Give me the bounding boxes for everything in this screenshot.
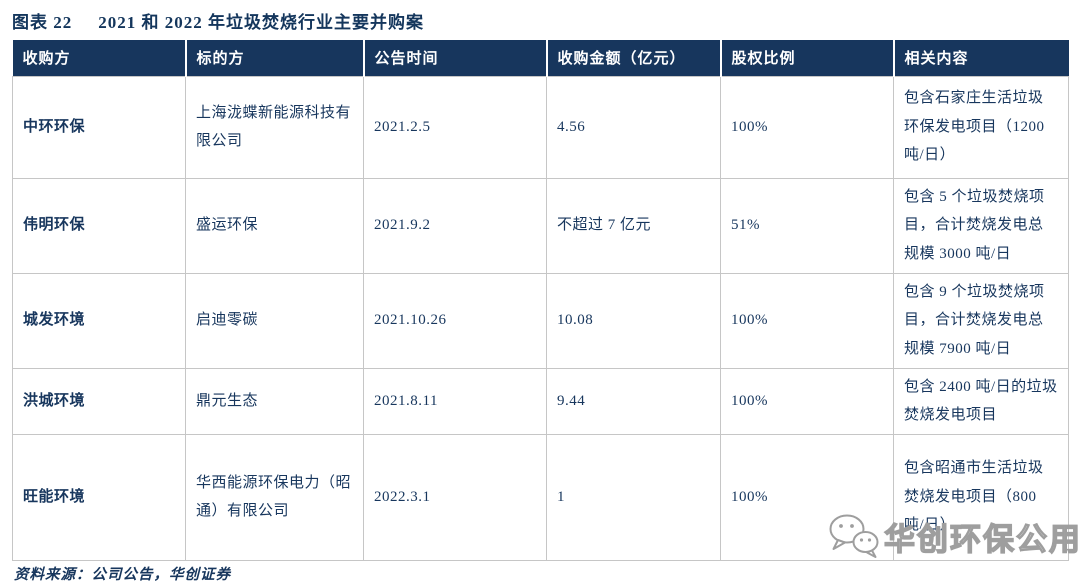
wechat-icon [826, 512, 880, 560]
figure-caption: 2021 和 2022 年垃圾焚烧行业主要并购案 [98, 13, 424, 32]
col-header-date: 公告时间 [362, 40, 547, 76]
cell-date: 2021.9.2 [363, 177, 547, 274]
table-row: 洪城环境 鼎元生态 2021.8.11 9.44 100% 包含 2400 吨/… [12, 367, 1069, 435]
col-header-amount: 收购金额（亿元） [545, 40, 721, 76]
cell-content: 包含石家庄生活垃圾环保发电项目（1200 吨/日） [893, 75, 1069, 179]
cell-target: 鼎元生态 [185, 367, 364, 435]
table-row: 中环环保 上海泷蝶新能源科技有限公司 2021.2.5 4.56 100% 包含… [12, 75, 1069, 179]
col-header-equity: 股权比例 [719, 40, 894, 76]
ma-table: 收购方 标的方 公告时间 收购金额（亿元） 股权比例 相关内容 中环环保 上海泷… [12, 40, 1069, 561]
cell-amount: 10.08 [546, 272, 721, 369]
cell-acquirer: 旺能环境 [12, 433, 186, 561]
cell-amount: 不超过 7 亿元 [546, 177, 721, 274]
cell-acquirer: 城发环境 [12, 272, 186, 369]
watermark-label: 华创环保公用 [883, 521, 1080, 557]
figure-number: 图表 22 [12, 13, 73, 32]
cell-acquirer: 伟明环保 [12, 177, 186, 274]
cell-target: 启迪零碳 [185, 272, 364, 369]
col-header-target: 标的方 [184, 40, 364, 76]
table-row: 城发环境 启迪零碳 2021.10.26 10.08 100% 包含 9 个垃圾… [12, 272, 1069, 369]
cell-content: 包含 2400 吨/日的垃圾焚烧发电项目 [893, 367, 1069, 435]
cell-acquirer: 洪城环境 [12, 367, 186, 435]
cell-amount: 9.44 [546, 367, 721, 435]
cell-content: 包含 9 个垃圾焚烧项目，合计焚烧发电总规模 7900 吨/日 [893, 272, 1069, 369]
cell-date: 2021.10.26 [363, 272, 547, 369]
cell-date: 2021.8.11 [363, 367, 547, 435]
cell-equity: 51% [720, 177, 894, 274]
table-row: 旺能环境 华西能源环保电力（昭通）有限公司 2022.3.1 1 100% 包含… [12, 433, 1069, 561]
cell-date: 2022.3.1 [363, 433, 547, 561]
cell-target: 华西能源环保电力（昭通）有限公司 [185, 433, 364, 561]
source-note: 资料来源：公司公告，华创证券 [14, 567, 231, 583]
cell-date: 2021.2.5 [363, 75, 547, 179]
figure-title: 图表 22 2021 和 2022 年垃圾焚烧行业主要并购案 [12, 8, 424, 33]
cell-equity: 100% [720, 75, 894, 179]
cell-content: 包含 5 个垃圾焚烧项目，合计焚烧发电总规模 3000 吨/日 [893, 177, 1069, 274]
col-header-content: 相关内容 [892, 40, 1069, 76]
cell-amount: 1 [546, 433, 721, 561]
cell-amount: 4.56 [546, 75, 721, 179]
cell-equity: 100% [720, 367, 894, 435]
cell-target: 上海泷蝶新能源科技有限公司 [185, 75, 364, 179]
cell-equity: 100% [720, 433, 894, 561]
cell-acquirer: 中环环保 [12, 75, 186, 179]
cell-content: 包含昭通市生活垃圾焚烧发电项目（800 吨/日） [893, 433, 1069, 561]
col-header-acquirer: 收购方 [12, 40, 186, 76]
cell-equity: 100% [720, 272, 894, 369]
cell-target: 盛运环保 [185, 177, 364, 274]
table-row: 伟明环保 盛运环保 2021.9.2 不超过 7 亿元 51% 包含 5 个垃圾… [12, 177, 1069, 274]
watermark: 华创环保公用 [826, 512, 1080, 560]
table-header-row: 收购方 标的方 公告时间 收购金额（亿元） 股权比例 相关内容 [12, 40, 1069, 76]
